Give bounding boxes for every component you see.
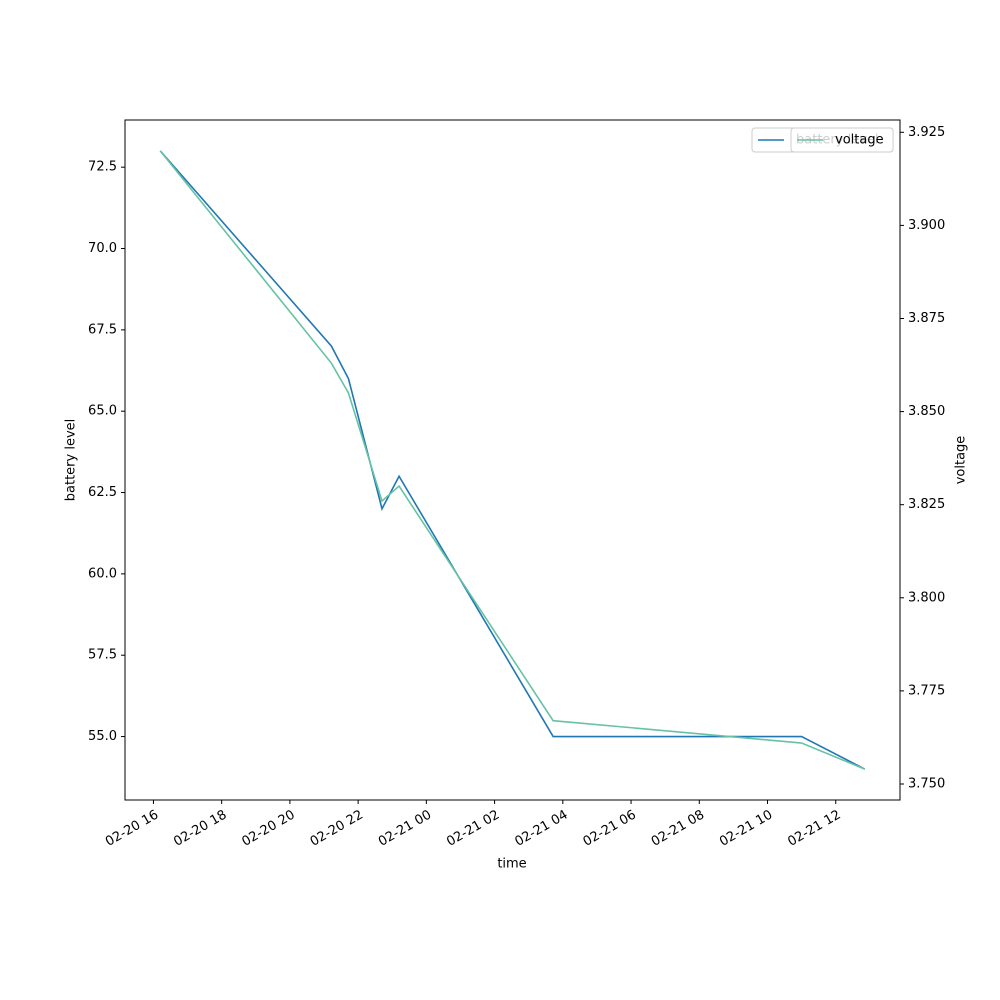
y-tick-label: 60.0 <box>88 566 117 581</box>
y2-tick-label: 3.825 <box>908 497 945 512</box>
y2-tick-label: 3.875 <box>908 311 945 326</box>
y-tick-label: 72.5 <box>88 160 117 175</box>
y-tick-label: 62.5 <box>88 485 117 500</box>
y2-tick-label: 3.775 <box>908 683 945 698</box>
legend-label: voltage <box>835 133 884 148</box>
y2-tick-label: 3.925 <box>908 125 945 140</box>
y-tick-label: 55.0 <box>88 729 117 744</box>
plot-frame <box>124 119 901 801</box>
y2-tick-label: 3.850 <box>908 404 945 419</box>
y2-axis-label: voltage <box>954 436 969 485</box>
x-axis-label: time <box>497 857 526 872</box>
y2-tick-label: 3.800 <box>908 590 945 605</box>
legend-box <box>790 127 894 153</box>
y2-tick-label: 3.750 <box>908 776 945 791</box>
series-line <box>159 150 866 770</box>
y-tick-label: 65.0 <box>88 404 117 419</box>
y-tick-label: 67.5 <box>88 322 117 337</box>
y-tick-label: 57.5 <box>88 648 117 663</box>
y2-tick-label: 3.900 <box>908 218 945 233</box>
legend: voltage <box>790 127 894 153</box>
y-axis-label: battery level <box>64 419 79 502</box>
y-tick-label: 70.0 <box>88 241 117 256</box>
